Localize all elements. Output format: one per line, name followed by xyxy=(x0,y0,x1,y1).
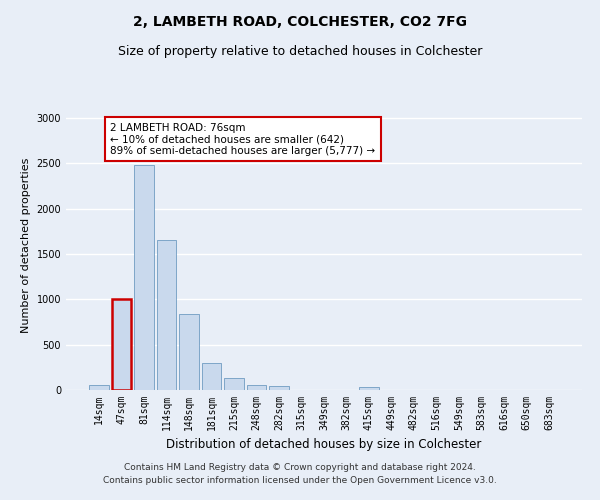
Text: 2 LAMBETH ROAD: 76sqm
← 10% of detached houses are smaller (642)
89% of semi-det: 2 LAMBETH ROAD: 76sqm ← 10% of detached … xyxy=(110,122,376,156)
Bar xyxy=(359,387,379,390)
Bar xyxy=(247,385,266,390)
Bar xyxy=(202,363,221,390)
Bar xyxy=(224,378,244,390)
Bar xyxy=(89,384,109,390)
Bar xyxy=(134,165,154,390)
Bar xyxy=(179,314,199,390)
Text: Contains HM Land Registry data © Crown copyright and database right 2024.
Contai: Contains HM Land Registry data © Crown c… xyxy=(103,464,497,485)
Y-axis label: Number of detached properties: Number of detached properties xyxy=(21,158,31,332)
Bar xyxy=(269,386,289,390)
X-axis label: Distribution of detached houses by size in Colchester: Distribution of detached houses by size … xyxy=(166,438,482,452)
Bar xyxy=(157,240,176,390)
Text: 2, LAMBETH ROAD, COLCHESTER, CO2 7FG: 2, LAMBETH ROAD, COLCHESTER, CO2 7FG xyxy=(133,15,467,29)
Bar xyxy=(112,300,131,390)
Text: Size of property relative to detached houses in Colchester: Size of property relative to detached ho… xyxy=(118,45,482,58)
